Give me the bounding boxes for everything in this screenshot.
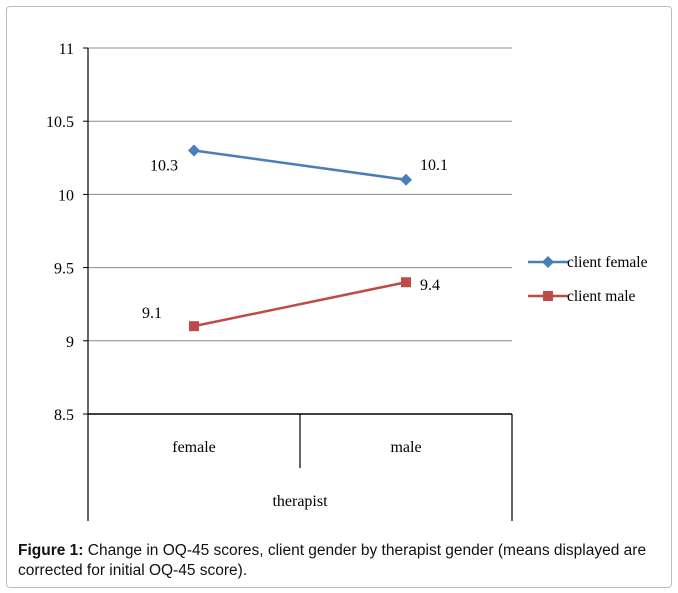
data-label: 9.1 (142, 305, 162, 322)
series-line (193, 149, 407, 181)
data-label: 10.3 (150, 157, 178, 174)
data-point (189, 321, 199, 332)
x-axis-title: therapist (272, 493, 328, 510)
legend-label: client male (567, 288, 636, 305)
y-tick-label: 8.5 (54, 407, 74, 424)
x-tick-label: male (390, 439, 421, 456)
data-point (401, 277, 411, 288)
data-point (400, 173, 412, 186)
caption-text: Change in OQ-45 scores, client gender by… (18, 542, 647, 579)
data-label: 9.4 (420, 277, 440, 294)
y-tick-label: 10.5 (46, 114, 74, 131)
data-point (188, 144, 200, 157)
data-label: 10.1 (420, 157, 448, 174)
y-tick-label: 11 (59, 41, 74, 58)
y-tick-label: 9 (66, 334, 74, 351)
figure-caption: Figure 1: Change in OQ-45 scores, client… (18, 541, 658, 581)
series-line (193, 281, 407, 328)
legend-marker (542, 256, 554, 268)
y-tick-label: 10 (58, 187, 74, 204)
legend-marker (543, 291, 553, 301)
y-tick-label: 9.5 (54, 261, 74, 278)
caption-label: Figure 1: (18, 542, 84, 559)
legend-label: client female (567, 254, 648, 271)
x-tick-label: female (172, 439, 216, 456)
line-chart: 8.5 9 9.5 10 10.5 11 female male therapist 10.3 10… (46, 41, 648, 521)
